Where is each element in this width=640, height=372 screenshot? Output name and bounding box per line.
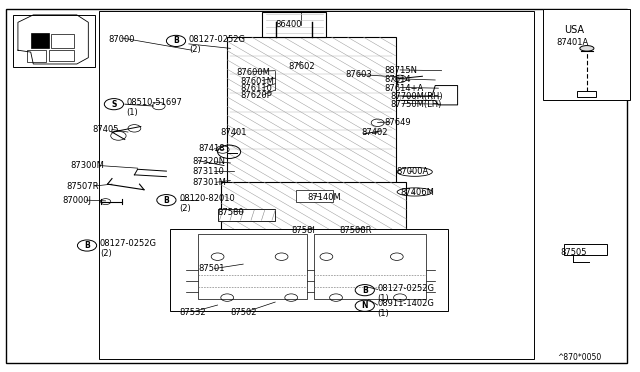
Bar bbox=[13, 15, 95, 67]
Text: 87320N: 87320N bbox=[192, 157, 225, 166]
Bar bbox=[577, 91, 596, 97]
Bar bbox=[296, 190, 333, 202]
Text: 08510-51697: 08510-51697 bbox=[127, 98, 182, 107]
Bar bbox=[31, 33, 49, 48]
Text: 87580: 87580 bbox=[218, 208, 244, 217]
Text: B: B bbox=[173, 36, 179, 45]
Text: 87301M: 87301M bbox=[192, 178, 226, 187]
Text: 87507R: 87507R bbox=[66, 182, 99, 190]
Text: 88715N: 88715N bbox=[384, 66, 417, 75]
Text: 87505: 87505 bbox=[560, 248, 586, 257]
Bar bbox=[262, 12, 326, 37]
Text: 873110: 873110 bbox=[192, 167, 224, 176]
Text: 87614: 87614 bbox=[384, 76, 411, 84]
Text: (1): (1) bbox=[378, 310, 389, 318]
Text: 87620P: 87620P bbox=[240, 92, 272, 100]
Text: 87508R: 87508R bbox=[339, 226, 372, 235]
Text: (2): (2) bbox=[179, 204, 191, 213]
Text: 87603: 87603 bbox=[346, 70, 372, 79]
Bar bbox=[170, 229, 448, 311]
Text: ^870*0050: ^870*0050 bbox=[557, 353, 601, 362]
Text: 8758I: 8758I bbox=[291, 226, 315, 235]
Bar bbox=[27, 50, 46, 62]
Text: 87406M: 87406M bbox=[400, 188, 434, 197]
Text: (2): (2) bbox=[100, 249, 111, 258]
Text: 876110: 876110 bbox=[240, 84, 272, 93]
Text: 87418: 87418 bbox=[198, 144, 225, 153]
Ellipse shape bbox=[580, 46, 594, 51]
Bar bbox=[51, 34, 74, 48]
Text: (2): (2) bbox=[189, 45, 200, 54]
Bar bbox=[564, 244, 607, 255]
Text: 87000: 87000 bbox=[109, 35, 135, 44]
Text: 87000A: 87000A bbox=[397, 167, 429, 176]
Text: 87532: 87532 bbox=[179, 308, 206, 317]
Bar bbox=[314, 234, 426, 299]
Bar bbox=[221, 182, 406, 231]
Text: 08911-1402G: 08911-1402G bbox=[378, 299, 435, 308]
Text: 08127-0252G: 08127-0252G bbox=[378, 284, 435, 293]
Bar bbox=[543, 9, 630, 100]
FancyBboxPatch shape bbox=[227, 37, 396, 190]
Text: 87501: 87501 bbox=[198, 264, 225, 273]
Text: 87502: 87502 bbox=[230, 308, 257, 317]
Text: USA: USA bbox=[564, 25, 584, 35]
Bar bbox=[49, 50, 74, 61]
Text: 87614+A: 87614+A bbox=[384, 84, 423, 93]
Text: 87140M: 87140M bbox=[307, 193, 341, 202]
Text: B: B bbox=[362, 286, 367, 295]
Text: 87402: 87402 bbox=[362, 128, 388, 137]
Text: (1): (1) bbox=[378, 294, 389, 303]
Text: 87000J: 87000J bbox=[62, 196, 91, 205]
Text: 08120-82010: 08120-82010 bbox=[179, 194, 235, 203]
Text: B: B bbox=[84, 241, 90, 250]
Bar bbox=[99, 11, 534, 359]
Text: 08127-0252G: 08127-0252G bbox=[189, 35, 246, 44]
Text: 86400: 86400 bbox=[275, 20, 301, 29]
Text: 87602: 87602 bbox=[288, 62, 315, 71]
Text: B: B bbox=[164, 196, 169, 205]
Text: 87601M: 87601M bbox=[240, 77, 274, 86]
Text: 87401A: 87401A bbox=[557, 38, 589, 47]
Text: 08127-0252G: 08127-0252G bbox=[100, 239, 157, 248]
Text: 87300M: 87300M bbox=[70, 161, 104, 170]
Bar bbox=[218, 209, 275, 221]
Text: 87401: 87401 bbox=[221, 128, 247, 137]
Text: N: N bbox=[362, 301, 368, 310]
Bar bbox=[198, 234, 307, 299]
Text: (1): (1) bbox=[127, 108, 138, 117]
Text: 87405: 87405 bbox=[93, 125, 119, 134]
Text: 87700M(RH): 87700M(RH) bbox=[390, 92, 443, 101]
Text: 87649: 87649 bbox=[384, 118, 411, 126]
Text: S: S bbox=[111, 100, 116, 109]
Text: 87750M(LH): 87750M(LH) bbox=[390, 100, 442, 109]
Text: 87600M: 87600M bbox=[237, 68, 271, 77]
